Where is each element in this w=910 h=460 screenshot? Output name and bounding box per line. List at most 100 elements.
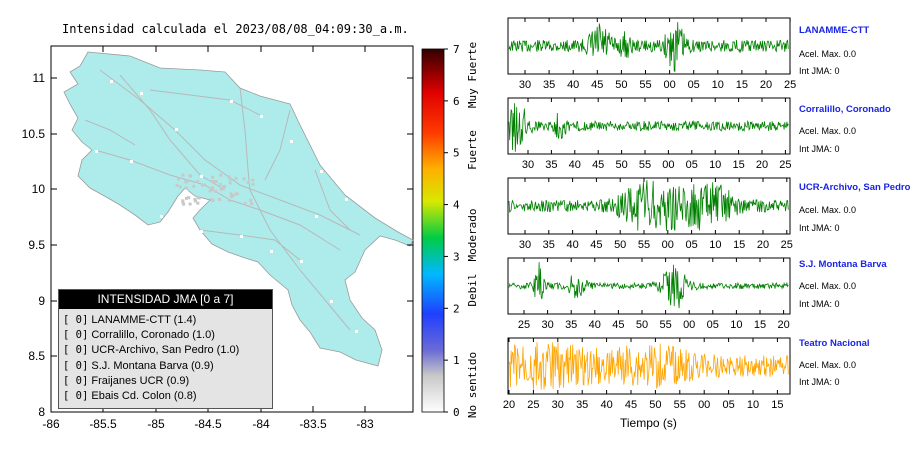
road-network bbox=[84, 69, 361, 331]
city-marker bbox=[184, 180, 188, 184]
x-tick-label: -84 bbox=[252, 417, 270, 431]
legend-item: [ 0] UCR-Archivo, San Pedro (1.0) bbox=[63, 343, 272, 358]
city-marker bbox=[315, 215, 318, 218]
y-tick-label: 11 bbox=[33, 71, 46, 85]
waveform-line bbox=[508, 262, 789, 309]
time-tick-label: 20 bbox=[760, 79, 772, 91]
station-int: Int JMA: 0 bbox=[799, 66, 840, 76]
city-marker bbox=[160, 215, 163, 218]
colorbar-tick-label: 4 bbox=[453, 199, 460, 212]
y-tick-label: 9 bbox=[38, 294, 45, 308]
y-tick-label: 10.5 bbox=[22, 127, 46, 141]
colorbar-tick-label: 3 bbox=[453, 250, 460, 263]
x-tick-label: -86 bbox=[42, 417, 60, 431]
intensity-legend: INTENSIDAD JMA [0 a 7] [ 0] LANAMME-CTT … bbox=[58, 289, 273, 409]
city-marker bbox=[214, 189, 218, 193]
colorbar-tick-label: 7 bbox=[453, 43, 460, 56]
time-tick-label: 30 bbox=[552, 399, 564, 411]
time-tick-label: 20 bbox=[503, 399, 515, 411]
station-acel: Acel. Max. 0.0 bbox=[799, 205, 857, 215]
city-marker bbox=[187, 196, 191, 200]
time-tick-label: 30 bbox=[519, 239, 531, 251]
waveform-line bbox=[508, 22, 789, 72]
station-acel: Acel. Max. 0.0 bbox=[799, 49, 857, 59]
city-marker bbox=[214, 180, 218, 184]
station-acel: Acel. Max. 0.0 bbox=[799, 126, 857, 136]
city-marker bbox=[355, 330, 358, 333]
time-tick-label: 05 bbox=[707, 319, 719, 331]
time-tick-label: 15 bbox=[732, 159, 744, 171]
map-title: Intensidad calculada el 2023/08/08_04:09… bbox=[62, 22, 409, 36]
city-marker bbox=[260, 115, 263, 118]
city-marker bbox=[185, 196, 189, 200]
city-marker bbox=[200, 230, 203, 233]
x-axis-label: Tiempo (s) bbox=[620, 416, 677, 430]
time-tick-label: 45 bbox=[591, 79, 603, 91]
city-marker bbox=[234, 176, 238, 180]
city-marker bbox=[212, 180, 216, 184]
time-tick-label: 15 bbox=[736, 79, 748, 91]
city-marker bbox=[229, 195, 233, 199]
time-tick-label: 55 bbox=[639, 159, 651, 171]
city-marker bbox=[95, 150, 98, 153]
seismogram-panels: 30 35 40 45 50 55 00 05 10 15 20 25 30 35 40 45 50 55 00 05… bbox=[503, 17, 796, 411]
city-marker bbox=[251, 178, 255, 182]
time-tick-label: 35 bbox=[565, 319, 577, 331]
colorbar-level-label: Debil bbox=[466, 273, 479, 306]
time-tick-label: 45 bbox=[590, 239, 602, 251]
station-name: Corralillo, Coronado bbox=[799, 104, 891, 115]
colorbar-axis: 7 6 5 4 3 2 1 0 Muy Fuerte Fuerte Moderado Debil No … bbox=[444, 42, 479, 419]
city-marker bbox=[140, 92, 143, 95]
city-marker bbox=[203, 183, 207, 187]
station-name: LANAMME-CTT bbox=[799, 25, 870, 36]
city-marker bbox=[130, 160, 133, 163]
time-tick-label: 20 bbox=[756, 159, 768, 171]
time-tick-label: 50 bbox=[615, 159, 627, 171]
time-tick-label: 35 bbox=[543, 79, 555, 91]
legend-item-tag: [ 0] bbox=[63, 389, 89, 402]
city-marker bbox=[182, 202, 186, 206]
city-marker bbox=[210, 179, 214, 183]
legend-item-text: Ebais Cd. Colon (0.8) bbox=[91, 389, 197, 402]
city-marker bbox=[176, 177, 180, 181]
colorbar-tick-label: 5 bbox=[453, 147, 460, 160]
city-marker bbox=[219, 187, 223, 191]
time-tick-label: 55 bbox=[638, 239, 650, 251]
city-marker bbox=[243, 202, 247, 206]
time-tick-label: 50 bbox=[615, 79, 627, 91]
legend-item-text: UCR-Archivo, San Pedro (1.0) bbox=[91, 344, 240, 357]
time-tick-label: 00 bbox=[698, 399, 710, 411]
legend-item-tag: [ 0] bbox=[63, 344, 89, 357]
time-tick-label: 50 bbox=[614, 239, 626, 251]
time-tick-label: 40 bbox=[589, 319, 601, 331]
colorbar-level-label: Fuerte bbox=[466, 130, 479, 170]
city-marker bbox=[193, 197, 197, 201]
seismogram-frame bbox=[507, 257, 791, 315]
time-tick-label: 15 bbox=[771, 399, 783, 411]
time-tick-label: 00 bbox=[683, 319, 695, 331]
city-marker bbox=[229, 192, 233, 196]
city-marker bbox=[234, 192, 238, 196]
time-tick-label: 00 bbox=[662, 159, 674, 171]
x-tick-label: -84.5 bbox=[194, 417, 222, 431]
colorbar-tick-label: 6 bbox=[453, 95, 460, 108]
legend-list: [ 0] LANAMME-CTT (1.4) [ 0] Corralillo, … bbox=[63, 313, 272, 404]
time-tick-label: 30 bbox=[541, 319, 553, 331]
seismogram-frame bbox=[507, 17, 791, 75]
time-tick-label: 40 bbox=[569, 159, 581, 171]
time-tick-label: 30 bbox=[522, 159, 534, 171]
time-tick-label: 10 bbox=[730, 319, 742, 331]
city-marker bbox=[231, 193, 235, 197]
city-marker bbox=[181, 200, 185, 204]
time-tick-label: 20 bbox=[777, 319, 789, 331]
station-int: Int JMA: 0 bbox=[799, 299, 840, 309]
time-tick-label: 00 bbox=[663, 79, 675, 91]
city-marker bbox=[110, 80, 113, 83]
station-name: UCR-Archivo, San Pedro bbox=[799, 182, 910, 193]
city-marker bbox=[218, 182, 222, 186]
city-marker bbox=[270, 250, 273, 253]
x-tick-label: -83.5 bbox=[299, 417, 327, 431]
colorbar-tick-label: 2 bbox=[453, 302, 460, 315]
city-marker bbox=[196, 195, 200, 199]
city-marker bbox=[228, 177, 232, 181]
